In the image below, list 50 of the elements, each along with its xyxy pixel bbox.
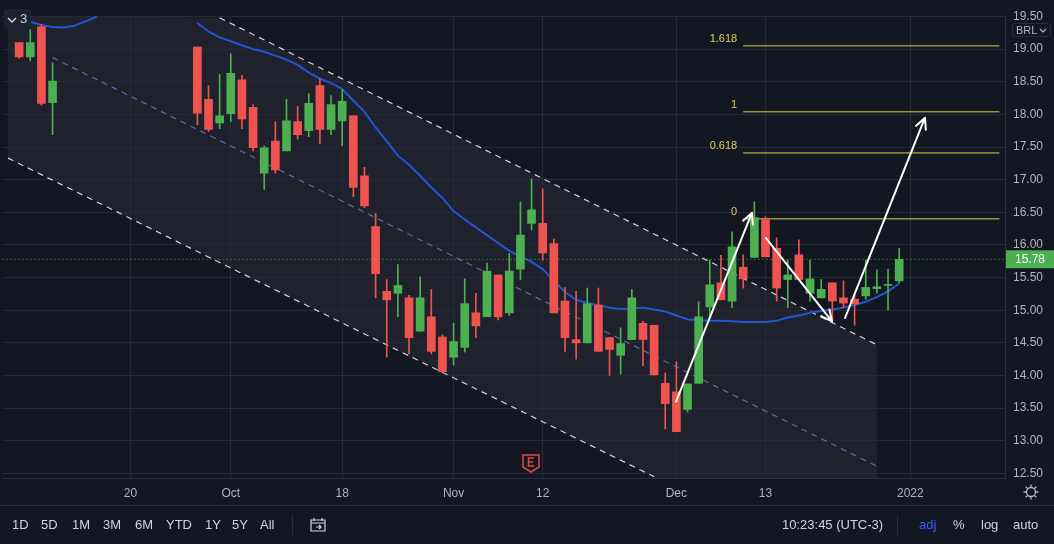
y-tick-label: 17.50	[1013, 139, 1044, 154]
y-tick-label: 15.50	[1013, 269, 1044, 284]
text: 6M	[135, 517, 154, 533]
y-tick-label: 13.00	[1013, 433, 1044, 448]
text: 1D	[12, 517, 29, 533]
candlestick	[382, 279, 392, 358]
y-tick-label: 14.50	[1013, 335, 1044, 350]
text: 5Y	[232, 517, 248, 533]
y-tick-label: 14.00	[1013, 367, 1044, 382]
series-label: 0	[731, 205, 738, 218]
currency-dropdown: BRL	[1012, 23, 1052, 37]
text: 1Y	[205, 517, 221, 533]
y-tick-label: 18.00	[1013, 106, 1044, 121]
x-tick-label: 2022	[896, 485, 924, 500]
text: auto	[1013, 517, 1039, 533]
series-label: 0.618	[709, 139, 738, 152]
candlestick	[571, 290, 581, 360]
ref-line-label: 15.78	[1014, 251, 1046, 266]
y-tick-label: 17.00	[1013, 172, 1044, 187]
x-tick-label: Dec	[665, 485, 688, 500]
x-tick-label: Oct	[221, 485, 241, 500]
y-tick-label: 16.50	[1013, 204, 1044, 219]
candlestick	[872, 269, 882, 294]
text: 10:23:45 (UTC-3)	[782, 517, 884, 533]
series-label: 1	[731, 98, 738, 111]
x-tick-label: 13	[758, 485, 773, 500]
x-tick-label: 20	[123, 485, 138, 500]
y-tick-label: 15.00	[1013, 302, 1044, 317]
text: 3M	[103, 517, 122, 533]
candlestick	[783, 259, 793, 308]
x-tick-label: 18	[335, 485, 350, 500]
text: 1M	[72, 517, 91, 533]
text: %	[953, 517, 965, 533]
y-tick-label: 13.50	[1013, 400, 1044, 415]
text: adj	[919, 517, 937, 533]
candlestick	[393, 264, 403, 318]
series-label: 1.618	[709, 32, 738, 45]
text: YTD	[166, 517, 192, 533]
y-tick-label: 19.50	[1013, 8, 1044, 23]
y-tick-label: 19.00	[1013, 41, 1044, 56]
text: All	[260, 517, 275, 533]
x-tick-label: Nov	[442, 485, 465, 500]
annotation: 3	[20, 11, 28, 26]
candlestick	[883, 268, 893, 311]
y-tick-label: 18.50	[1013, 74, 1044, 89]
text: 5D	[41, 517, 58, 533]
text: log	[981, 517, 999, 533]
y-tick-label: 16.00	[1013, 237, 1044, 252]
y-tick-label: 12.50	[1013, 465, 1044, 480]
x-tick-label: 12	[536, 485, 550, 500]
